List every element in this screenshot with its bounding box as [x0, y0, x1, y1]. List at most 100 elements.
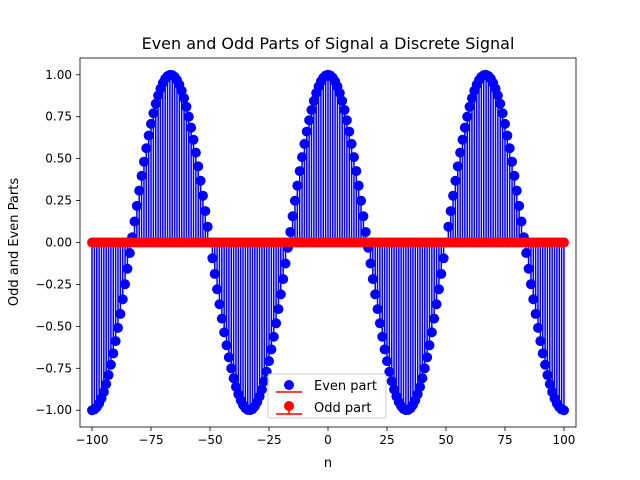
even-point	[226, 363, 237, 374]
even-point	[452, 161, 463, 172]
even-point	[212, 284, 223, 295]
even-point	[223, 352, 234, 363]
even-point	[228, 373, 239, 384]
even-point	[502, 130, 513, 141]
even-point	[360, 226, 371, 237]
axes: −100 −75 −50 −25 0 25 50 75 100 −1.00 −0.75 −0.50 −0…	[35, 57, 577, 447]
even-point	[457, 134, 468, 145]
even-point	[292, 180, 303, 191]
even-point	[422, 352, 433, 363]
even-point	[365, 258, 376, 269]
even-point	[374, 318, 385, 329]
even-point	[181, 101, 192, 112]
x-tick-label: −75	[138, 433, 163, 447]
even-point	[426, 327, 437, 338]
even-point	[521, 248, 532, 259]
even-point	[141, 143, 152, 154]
even-part-markers	[87, 69, 569, 416]
even-point	[537, 348, 548, 359]
even-point	[419, 363, 430, 374]
legend-odd-marker	[284, 401, 294, 411]
even-point	[115, 308, 126, 319]
even-point	[304, 115, 315, 126]
even-point	[273, 304, 284, 315]
even-point	[219, 327, 230, 338]
even-point	[297, 152, 308, 163]
even-point	[417, 373, 428, 384]
legend: Even part Odd part	[267, 373, 387, 419]
x-axis-label: n	[324, 456, 332, 471]
even-point	[103, 370, 114, 381]
even-point	[464, 101, 475, 112]
even-point	[431, 299, 442, 310]
even-point	[358, 211, 369, 222]
even-point	[516, 216, 527, 227]
even-point	[98, 386, 109, 397]
even-point	[381, 356, 392, 367]
y-tick-label: 1.00	[45, 68, 72, 82]
even-point	[202, 221, 213, 232]
x-tick-label: −50	[197, 433, 222, 447]
legend-entry-even: Even part	[276, 379, 377, 394]
even-point	[339, 104, 350, 115]
even-point	[183, 111, 194, 122]
even-point	[105, 359, 116, 370]
even-point	[429, 313, 440, 324]
even-point	[433, 284, 444, 295]
odd-part-markers	[87, 237, 569, 248]
legend-box	[267, 373, 387, 419]
even-point	[436, 268, 447, 279]
even-point	[523, 263, 534, 274]
y-tick-label: −0.75	[35, 361, 72, 375]
even-point	[138, 156, 149, 167]
even-point	[540, 359, 551, 370]
even-point	[120, 279, 131, 290]
chart-title: Even and Odd Parts of Signal a Discrete …	[142, 34, 515, 53]
even-point	[497, 108, 508, 119]
even-point	[287, 211, 298, 222]
even-point	[256, 384, 267, 395]
even-point	[535, 336, 546, 347]
even-point	[415, 381, 426, 392]
y-tick-label: 0.50	[45, 152, 72, 166]
even-point	[504, 143, 515, 154]
even-point	[294, 166, 305, 177]
even-point	[197, 190, 208, 201]
even-point	[131, 200, 142, 211]
even-point	[492, 90, 503, 101]
even-point	[356, 195, 367, 206]
even-point	[150, 98, 161, 109]
even-point	[101, 379, 112, 390]
even-point	[268, 331, 279, 342]
even-point	[122, 263, 133, 274]
even-point	[558, 405, 569, 416]
even-point	[289, 195, 300, 206]
even-point	[344, 126, 355, 137]
even-point	[533, 322, 544, 333]
legend-even-label: Even part	[314, 379, 377, 394]
odd-point	[558, 237, 569, 248]
y-tick-label: −0.50	[35, 319, 72, 333]
even-point	[386, 376, 397, 387]
even-point	[112, 322, 123, 333]
even-point	[542, 370, 553, 381]
even-point	[424, 340, 435, 351]
even-point	[117, 294, 128, 305]
even-point	[511, 185, 522, 196]
even-point	[372, 304, 383, 315]
even-point	[334, 88, 345, 99]
x-tick-label: 75	[497, 433, 512, 447]
even-point	[146, 118, 157, 129]
even-point	[188, 134, 199, 145]
even-point	[544, 379, 555, 390]
x-tick-label: −100	[76, 433, 109, 447]
plot-area	[87, 69, 569, 416]
legend-even-marker	[284, 380, 294, 390]
even-point	[136, 170, 147, 181]
y-tick-label: 0.25	[45, 194, 72, 208]
y-tick-label: −1.00	[35, 403, 72, 417]
even-point	[308, 95, 319, 106]
even-point	[108, 348, 119, 359]
x-tick-label: −25	[256, 433, 281, 447]
even-point	[367, 274, 378, 285]
